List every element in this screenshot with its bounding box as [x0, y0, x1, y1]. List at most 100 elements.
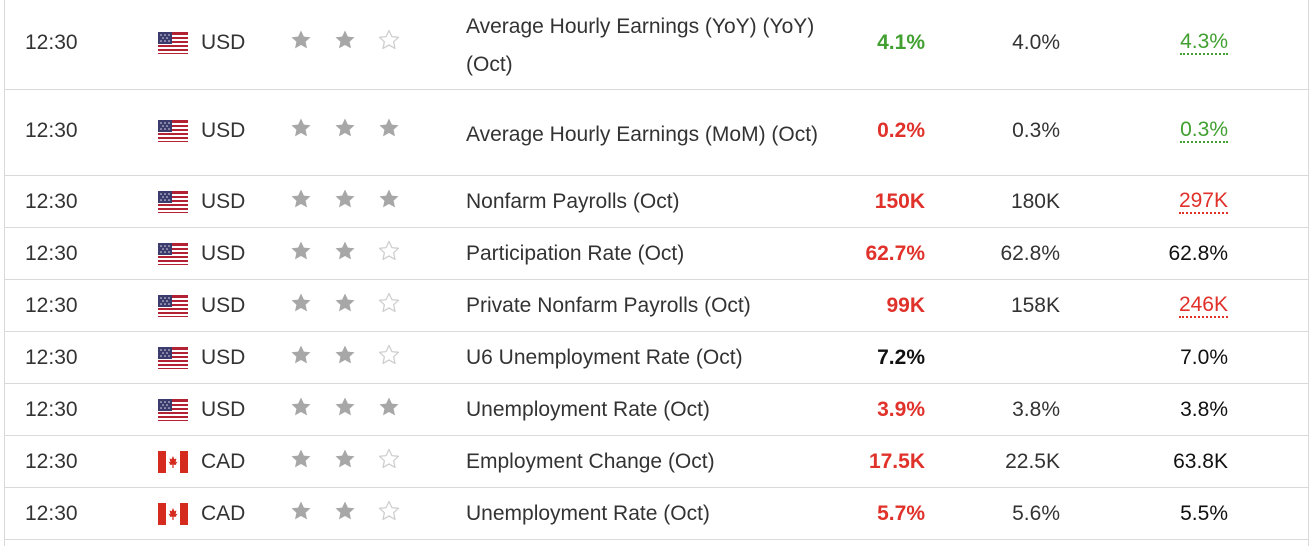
ca-flag-icon: [158, 436, 188, 487]
importance-stars: [288, 488, 400, 539]
currency-code: USD: [201, 30, 246, 54]
importance-stars: [288, 86, 399, 175]
event-row[interactable]: 12:30 USD Nonfarm Payrolls (Oct) 150K 18…: [5, 176, 1308, 228]
event-name[interactable]: Employment Change (Oct): [466, 449, 715, 473]
star-filled-icon: [288, 239, 322, 269]
forecast-value: 0.3%: [1012, 118, 1060, 142]
event-time: 12:30: [25, 397, 78, 421]
event-time: 12:30: [25, 501, 78, 525]
previous-value: 5.5%: [1125, 488, 1228, 539]
star-filled-icon: [376, 116, 410, 146]
importance-stars: [288, 0, 400, 89]
currency-code: USD: [201, 397, 246, 421]
previous-value: 3.8%: [1125, 384, 1228, 435]
currency-code: USD: [201, 241, 246, 265]
star-filled-icon: [288, 116, 322, 146]
previous-value-text: 7.0%: [1180, 345, 1228, 369]
actual-value: 5.7%: [877, 501, 925, 525]
star-empty-icon: [376, 239, 410, 269]
previous-value: 7.0%: [1125, 332, 1228, 383]
previous-value-text: 62.8%: [1168, 241, 1228, 265]
actual-value: 17.5K: [868, 449, 925, 473]
actual-value: 0.2%: [877, 118, 925, 142]
previous-value-text: 5.5%: [1180, 501, 1228, 525]
event-row[interactable]: 12:30 USD Participation Rate (Oct) 62.7%…: [5, 228, 1308, 280]
star-filled-icon: [332, 239, 366, 269]
event-name[interactable]: Average Hourly Earnings (YoY) (YoY) (Oct…: [466, 14, 815, 76]
star-filled-icon: [288, 187, 322, 217]
previous-value-text[interactable]: 246K: [1178, 293, 1228, 319]
star-filled-icon: [288, 291, 322, 321]
previous-value[interactable]: 297K: [1125, 176, 1228, 227]
forecast-value: 22.5K: [1005, 449, 1060, 473]
event-row[interactable]: 12:30 CAD Employment Change (Oct) 17.5K …: [5, 436, 1308, 488]
event-row[interactable]: 12:30 USD Unemployment Rate (Oct) 3.9% 3…: [5, 384, 1308, 436]
importance-stars: [288, 176, 399, 227]
actual-value: 3.9%: [877, 397, 925, 421]
currency-code: USD: [201, 293, 246, 317]
event-time: 12:30: [25, 30, 78, 54]
forecast-value: 3.8%: [1012, 397, 1060, 421]
actual-value: 99K: [886, 293, 925, 317]
forecast-value: 5.6%: [1012, 501, 1060, 525]
us-flag-icon: [158, 332, 188, 383]
us-flag-icon: [158, 280, 188, 331]
currency-code: CAD: [201, 501, 246, 525]
event-name[interactable]: U6 Unemployment Rate (Oct): [466, 345, 743, 369]
event-time: 12:30: [25, 293, 78, 317]
star-filled-icon: [332, 395, 366, 425]
us-flag-icon: [158, 86, 188, 175]
previous-value-text: 63.8K: [1173, 449, 1228, 473]
previous-value[interactable]: 4.3%: [1125, 0, 1228, 89]
star-filled-icon: [288, 395, 322, 425]
importance-stars: [288, 436, 400, 487]
forecast-value: 180K: [1010, 189, 1060, 213]
previous-value-text[interactable]: 4.3%: [1180, 30, 1228, 56]
currency-code: USD: [201, 189, 246, 213]
importance-stars: [288, 384, 399, 435]
event-row[interactable]: 12:30 USD U6 Unemployment Rate (Oct) 7.2…: [5, 332, 1308, 384]
forecast-value: [960, 332, 1060, 383]
event-name[interactable]: Unemployment Rate (Oct): [466, 501, 710, 525]
us-flag-icon: [158, 228, 188, 279]
event-row[interactable]: 12:30 USD Average Hourly Earnings (YoY) …: [5, 0, 1308, 90]
previous-value: 62.8%: [1125, 228, 1228, 279]
star-filled-icon: [332, 116, 366, 146]
event-name[interactable]: Average Hourly Earnings (MoM) (Oct): [466, 122, 819, 146]
event-time: 12:30: [25, 189, 78, 213]
star-empty-icon: [376, 447, 410, 477]
us-flag-icon: [158, 384, 188, 435]
actual-value: 7.2%: [877, 345, 925, 369]
actual-value: 4.1%: [877, 30, 925, 54]
event-row[interactable]: 12:30 USD Private Nonfarm Payrolls (Oct)…: [5, 280, 1308, 332]
event-row[interactable]: 12:30 USD Average Hourly Earnings (MoM) …: [5, 90, 1308, 176]
event-name[interactable]: Participation Rate (Oct): [466, 241, 685, 265]
star-filled-icon: [332, 343, 366, 373]
star-filled-icon: [288, 447, 322, 477]
event-name[interactable]: Unemployment Rate (Oct): [466, 397, 710, 421]
actual-value: 150K: [874, 189, 925, 213]
currency-code: USD: [201, 118, 246, 142]
ca-flag-icon: [158, 488, 188, 539]
importance-stars: [288, 332, 400, 383]
star-filled-icon: [332, 291, 366, 321]
star-filled-icon: [376, 187, 410, 217]
event-time: 12:30: [25, 241, 78, 265]
previous-value-text[interactable]: 0.3%: [1180, 118, 1228, 144]
previous-value[interactable]: 0.3%: [1125, 86, 1228, 175]
event-row[interactable]: 12:30 CAD Unemployment Rate (Oct) 5.7% 5…: [5, 488, 1308, 540]
star-filled-icon: [288, 28, 322, 58]
previous-value: 63.8K: [1125, 436, 1228, 487]
star-filled-icon: [288, 343, 322, 373]
previous-value[interactable]: 246K: [1125, 280, 1228, 331]
star-filled-icon: [288, 499, 322, 529]
star-empty-icon: [376, 343, 410, 373]
event-name[interactable]: Nonfarm Payrolls (Oct): [466, 189, 680, 213]
star-filled-icon: [376, 395, 410, 425]
previous-value-text[interactable]: 297K: [1178, 189, 1228, 215]
star-empty-icon: [376, 28, 410, 58]
star-filled-icon: [332, 499, 366, 529]
event-time: 12:30: [25, 449, 78, 473]
us-flag-icon: [158, 0, 188, 89]
event-name[interactable]: Private Nonfarm Payrolls (Oct): [466, 293, 751, 317]
